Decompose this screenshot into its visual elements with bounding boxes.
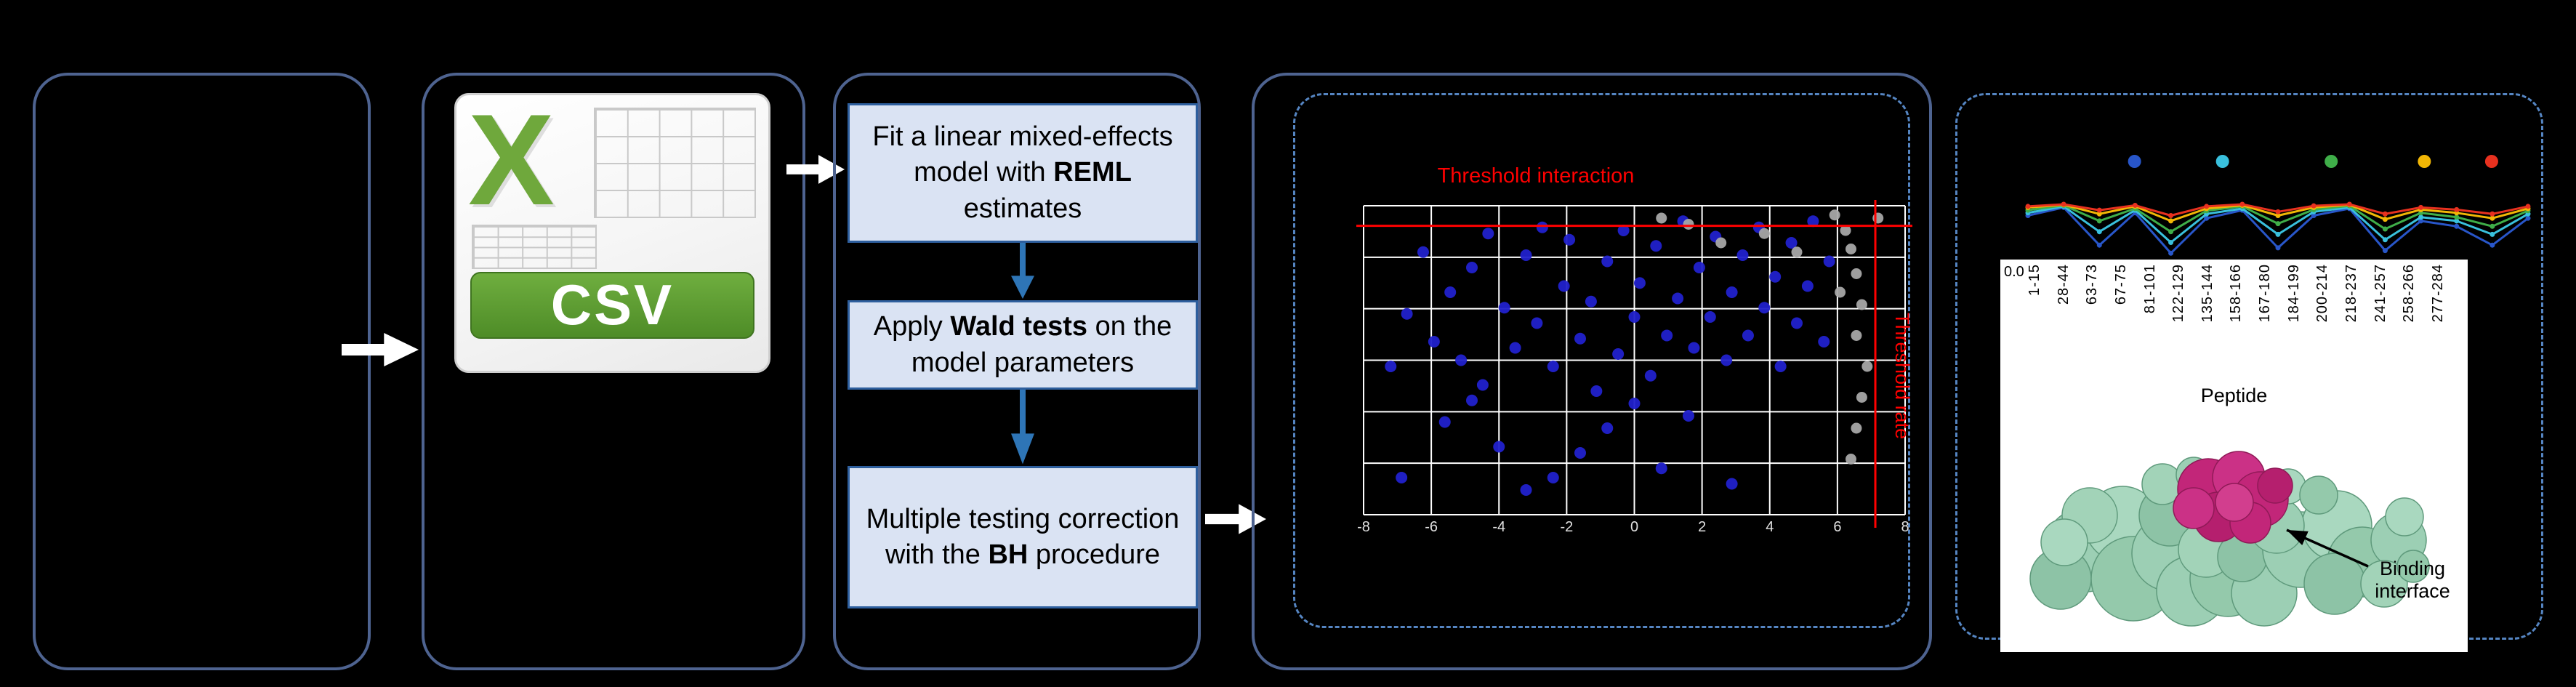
x-axis-tick-label: 2 — [1698, 519, 1707, 535]
right-arrow-icon — [342, 333, 419, 366]
peptide-tick-label: 241-257 — [2372, 264, 2388, 323]
peptide-tick-label: 184-199 — [2285, 264, 2302, 323]
peptide-tick-label: 200-214 — [2314, 264, 2331, 323]
x-axis-tick-label: -8 — [1357, 519, 1370, 535]
volcano-outer-panel — [1252, 73, 1932, 670]
step-text: Fit a linear mixed-effects model with RE… — [872, 121, 1173, 224]
peptide-axis-tick-labels: 1-15 28-44 63-73 67-75 81-101 122-129 135-144 1… — [2026, 264, 2447, 382]
peptide-tick-label: 277-284 — [2429, 264, 2446, 323]
peptide-tick-label: 135-144 — [2199, 264, 2215, 323]
step-bh-correction: Multiple testing correction with the BH … — [848, 466, 1198, 608]
binding-interface-label: Binding interface — [2375, 558, 2450, 603]
peptide-tick-label: 28-44 — [2055, 264, 2072, 305]
x-axis-tick-label: -2 — [1560, 519, 1574, 535]
binding-interface-arrow — [2286, 529, 2369, 568]
binding-interface-region — [2173, 451, 2293, 544]
step-fit-model: Fit a linear mixed-effects model with RE… — [848, 103, 1198, 243]
peptide-tick-label: 67-75 — [2112, 264, 2129, 305]
x-axis-tick-label: 4 — [1766, 519, 1774, 535]
threshold-interaction-label: Threshold interaction — [1437, 164, 1635, 188]
down-arrow-icon — [1011, 243, 1034, 300]
peptide-tick-label: 63-73 — [2084, 264, 2101, 305]
excel-x-logo: X — [468, 87, 555, 232]
step-text: Multiple testing correction with the BH … — [866, 503, 1180, 570]
volcano-plot — [1356, 200, 1912, 528]
stats-pipeline-panel — [833, 73, 1201, 670]
peptide-tick-label: 167-180 — [2257, 264, 2274, 323]
spreadsheet-grid-icon — [472, 225, 597, 269]
uptake-line-chart — [2025, 155, 2531, 256]
peptide-tick-label: 122-129 — [2170, 264, 2187, 323]
volcano-scatter-chart — [1356, 200, 1912, 528]
volcano-dashed-panel — [1293, 93, 1910, 628]
peptide-tick-label: 1-15 — [2026, 264, 2042, 297]
csv-file-icon: X CSV — [454, 87, 770, 373]
csv-banner: CSV — [470, 271, 754, 340]
spreadsheet-grid-icon — [593, 108, 756, 218]
step-text: Apply Wald tests on the model parameters — [873, 311, 1172, 378]
down-arrow-icon — [1011, 390, 1034, 465]
x-axis-tick-label: 6 — [1833, 519, 1842, 535]
peptide-tick-label: 81-101 — [2141, 264, 2158, 314]
protein-structure-image — [2029, 451, 2430, 627]
threshold-rate-label: Threshold rate — [1891, 313, 1913, 440]
peptide-tick-label: 218-237 — [2343, 264, 2360, 323]
x-axis-tick-label: -4 — [1492, 519, 1506, 535]
peptide-structure-card: 0.0 1-15 28-44 63-73 67-75 81-101 122-129 135-… — [2000, 260, 2468, 652]
right-arrow-icon — [1205, 504, 1266, 534]
step-wald-tests: Apply Wald tests on the model parameters — [848, 300, 1198, 390]
right-arrow-icon — [786, 155, 845, 184]
peptide-tick-label: 258-266 — [2401, 264, 2418, 323]
x-axis-tick-label: -6 — [1425, 519, 1438, 535]
input-panel — [33, 73, 371, 670]
x-axis-tick-label: 8 — [1901, 519, 1909, 535]
y-axis-tick-label: 0.0 — [2004, 264, 2024, 280]
volcano-x-axis: -8 -6 -4 -2 0 2 4 6 8 — [1357, 519, 1909, 541]
x-axis-tick-label: 0 — [1630, 519, 1639, 535]
peptide-axis-title: Peptide — [2200, 385, 2268, 406]
csv-panel — [422, 73, 805, 670]
peptide-tick-label: 158-166 — [2228, 264, 2245, 323]
